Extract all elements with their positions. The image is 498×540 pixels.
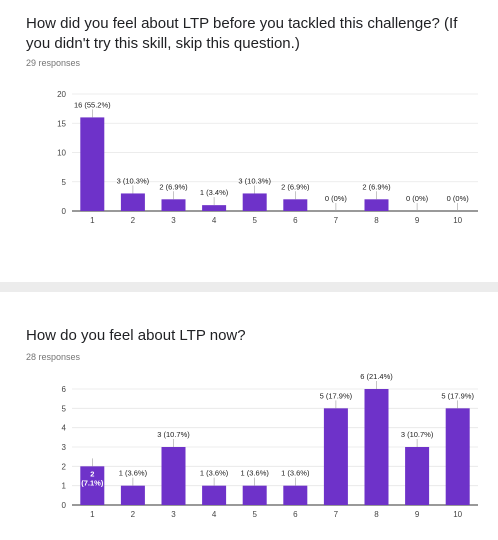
x-tick-label: 9: [415, 216, 420, 225]
question-title: How did you feel about LTP before you ta…: [26, 15, 458, 52]
x-tick-label: 7: [334, 216, 339, 225]
y-tick-label: 0: [62, 501, 67, 510]
bar: [80, 466, 105, 505]
x-tick-label: 6: [293, 510, 298, 519]
x-tick-label: 4: [212, 216, 217, 225]
data-label: 0 (0%): [447, 194, 470, 203]
question-card-now: How do you feel about LTP now? 28 respon…: [0, 292, 498, 540]
bar: [364, 199, 389, 211]
bar: [161, 199, 186, 211]
data-label: 3 (10.7%): [157, 430, 190, 439]
data-label: 0 (0%): [406, 194, 429, 203]
x-tick-label: 4: [212, 510, 217, 519]
y-tick-label: 0: [62, 207, 67, 216]
data-label: 5 (17.9%): [320, 391, 353, 400]
data-label: 2 (7.1%): [81, 469, 104, 487]
y-tick-label: 4: [62, 424, 67, 433]
data-label: 3 (10.7%): [401, 430, 434, 439]
bar: [120, 193, 145, 211]
bar: [283, 485, 308, 505]
data-label: 1 (3.6%): [281, 469, 310, 478]
y-tick-label: 1: [62, 482, 67, 491]
bar-chart-now: 0 1 2 3 4 5 6 1 2 (7.1%) 2 1 (3.6%) 3 3 (10.7%) 4 1 (3.…: [62, 372, 478, 519]
x-tick-label: 10: [453, 216, 462, 225]
data-label: 1 (3.4%): [200, 188, 229, 197]
data-label: 2 (6.9%): [281, 182, 310, 191]
data-label: 3 (10.3%): [117, 176, 150, 185]
bar: [120, 485, 145, 505]
bar: [202, 485, 227, 505]
bar: [283, 199, 308, 211]
data-label: 16 (55.2%): [74, 100, 111, 109]
data-label: 1 (3.6%): [200, 469, 229, 478]
bar: [242, 485, 267, 505]
question-title: How do you feel about LTP now?: [26, 327, 246, 344]
y-tick-label: 5: [62, 404, 67, 413]
y-tick-label: 3: [62, 443, 67, 452]
x-tick-label: 5: [252, 216, 257, 225]
data-label: 2 (6.9%): [362, 182, 391, 191]
bar: [80, 117, 105, 211]
card-divider: [0, 282, 498, 292]
x-tick-label: 3: [171, 216, 176, 225]
data-label: 1 (3.6%): [119, 469, 148, 478]
x-tick-label: 1: [90, 510, 95, 519]
x-tick-label: 8: [374, 216, 379, 225]
x-tick-label: 9: [415, 510, 420, 519]
bar: [161, 447, 186, 505]
bar: [323, 408, 348, 505]
data-label: 5 (17.9%): [441, 391, 474, 400]
y-tick-label: 6: [62, 385, 67, 394]
y-tick-label: 20: [57, 90, 66, 99]
question-card-before: How did you feel about LTP before you ta…: [26, 15, 478, 225]
data-label: 6 (21.4%): [360, 372, 393, 381]
data-label: 0 (0%): [325, 194, 348, 203]
data-label: 2 (6.9%): [159, 182, 188, 191]
x-tick-label: 7: [334, 510, 339, 519]
x-tick-label: 8: [374, 510, 379, 519]
response-count: 29 responses: [26, 58, 81, 68]
data-label: 3 (10.3%): [238, 176, 271, 185]
bar: [202, 205, 227, 211]
x-tick-label: 1: [90, 216, 95, 225]
x-tick-label: 2: [131, 510, 136, 519]
data-label: 1 (3.6%): [241, 469, 270, 478]
bar-chart-before: 0 5 10 15 20 1 16 (55.2%) 2 3 (10.3%) 3 2 (6.9%) 4 1…: [57, 90, 478, 225]
y-tick-label: 5: [62, 178, 67, 187]
x-tick-label: 2: [131, 216, 136, 225]
y-tick-label: 15: [57, 119, 66, 128]
bar: [445, 408, 470, 505]
bar: [242, 193, 267, 211]
x-tick-label: 6: [293, 216, 298, 225]
x-tick-label: 3: [171, 510, 176, 519]
bar: [364, 389, 389, 505]
y-tick-label: 2: [62, 462, 67, 471]
x-tick-label: 10: [453, 510, 462, 519]
bar: [405, 447, 430, 505]
y-tick-label: 10: [57, 149, 66, 158]
x-tick-label: 5: [252, 510, 257, 519]
response-count: 28 responses: [26, 352, 81, 362]
